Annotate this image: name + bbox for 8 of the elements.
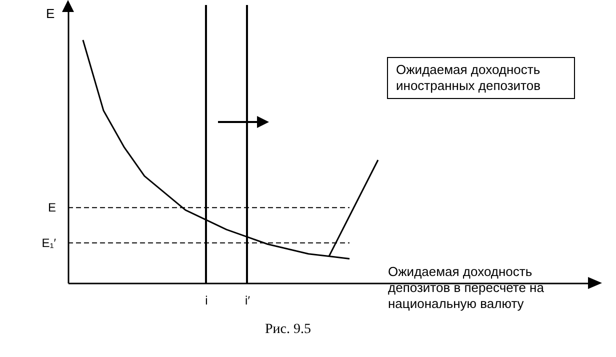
ref-line-label: E [48, 200, 56, 215]
text: Рис. 9.5 [265, 322, 311, 338]
x-tick-label: i′ [245, 294, 251, 308]
x-tick-label: i [205, 294, 208, 308]
x-axis-title: Ожидаемая доходность депозитов в пересчете на национальную валюту [388, 264, 545, 312]
ref-line-label: E₁′ [42, 236, 57, 250]
annotation: Ожидаемая доходность иностранных депозитов [387, 57, 575, 99]
y-axis-title: E [46, 6, 55, 22]
